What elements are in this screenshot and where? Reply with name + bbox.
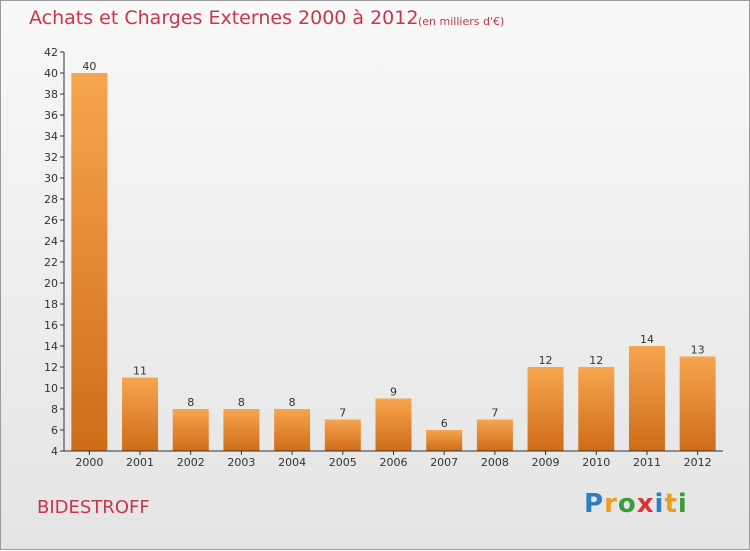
logo-letter: x [636, 489, 655, 519]
x-tick-label: 2009 [532, 456, 560, 469]
bar [223, 409, 260, 451]
x-tick-label: 2004 [278, 456, 306, 469]
x-tick-label: 2000 [75, 456, 103, 469]
logo-letter: P [584, 489, 605, 519]
bar-value-label: 12 [539, 354, 553, 367]
y-tick-label: 32 [44, 151, 58, 164]
chart-subtitle: (en milliers d'€) [418, 15, 505, 28]
bar [578, 367, 615, 451]
y-tick-label: 24 [44, 235, 58, 248]
bar-value-label: 8 [289, 396, 296, 409]
x-tick-label: 2002 [177, 456, 205, 469]
x-tick-label: 2011 [633, 456, 661, 469]
bar [122, 377, 159, 451]
bar-value-label: 6 [441, 417, 448, 430]
bar [426, 430, 463, 451]
y-tick-label: 36 [44, 109, 58, 122]
y-axis: 4 6 8 10 12 14 16 18 20 22 24 26 28 30 32 34 36 38 40 42 [44, 46, 65, 458]
y-tick-label: 28 [44, 193, 58, 206]
bar [324, 419, 361, 451]
y-tick-label: 12 [44, 361, 58, 374]
y-tick-label: 18 [44, 298, 58, 311]
y-tick-label: 40 [44, 67, 58, 80]
x-tick-label: 2007 [430, 456, 458, 469]
logo-letter: i [654, 489, 665, 519]
chart-title: Achats et Charges Externes 2000 à 2012 [29, 7, 419, 29]
logo-letter: i [677, 489, 688, 519]
bar-value-label: 9 [390, 386, 397, 399]
y-tick-label: 20 [44, 277, 58, 290]
x-tick-label: 2003 [227, 456, 255, 469]
bar [71, 73, 108, 451]
y-tick-label: 34 [44, 130, 58, 143]
bar-value-label: 14 [640, 333, 654, 346]
proxiti-logo[interactable]: Proxiti [584, 489, 688, 519]
x-tick-label: 2010 [582, 456, 610, 469]
x-tick-label: 2012 [684, 456, 712, 469]
y-tick-label: 6 [51, 424, 58, 437]
logo-letter: t [664, 489, 678, 519]
y-tick-label: 38 [44, 88, 58, 101]
bar-value-label: 40 [82, 60, 96, 73]
y-tick-label: 16 [44, 319, 58, 332]
x-tick-label: 2005 [329, 456, 357, 469]
bar-value-label: 7 [491, 407, 498, 420]
bar-value-label: 13 [691, 344, 705, 357]
bar [375, 398, 412, 451]
bar [274, 409, 311, 451]
bar-value-label: 8 [187, 396, 194, 409]
logo-letter: r [604, 489, 618, 519]
bar [679, 356, 716, 451]
y-tick-label: 14 [44, 340, 58, 353]
y-tick-label: 42 [44, 46, 58, 59]
x-tick-label: 2008 [481, 456, 509, 469]
y-tick-label: 8 [51, 403, 58, 416]
bar [172, 409, 209, 451]
bar-value-label: 12 [589, 354, 603, 367]
x-axis: 2000 2001 2002 2003 2004 2005 2006 2007 2008 2009… [64, 450, 723, 469]
bar [628, 346, 665, 451]
place-name: BIDESTROFF [37, 497, 150, 518]
bar-value-label: 8 [238, 396, 245, 409]
logo-letter: o [617, 489, 637, 519]
bar-value-label: 7 [339, 407, 346, 420]
y-tick-label: 4 [51, 445, 58, 458]
bar-value-label: 11 [133, 365, 147, 378]
bar [527, 367, 564, 451]
x-tick-label: 2001 [126, 456, 154, 469]
y-tick-label: 22 [44, 256, 58, 269]
y-tick-label: 26 [44, 214, 58, 227]
bars-group: 40 11 8 8 8 7 9 6 7 12 12 14 13 [71, 60, 716, 451]
y-tick-label: 30 [44, 172, 58, 185]
bar [476, 419, 513, 451]
x-tick-label: 2006 [380, 456, 408, 469]
y-tick-label: 10 [44, 382, 58, 395]
